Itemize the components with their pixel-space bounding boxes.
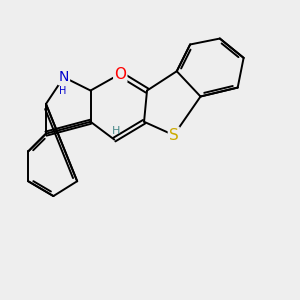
Text: O: O (114, 67, 126, 82)
Text: S: S (169, 128, 179, 142)
Text: H: H (58, 85, 66, 96)
Text: N: N (58, 70, 69, 84)
Text: H: H (112, 126, 120, 136)
